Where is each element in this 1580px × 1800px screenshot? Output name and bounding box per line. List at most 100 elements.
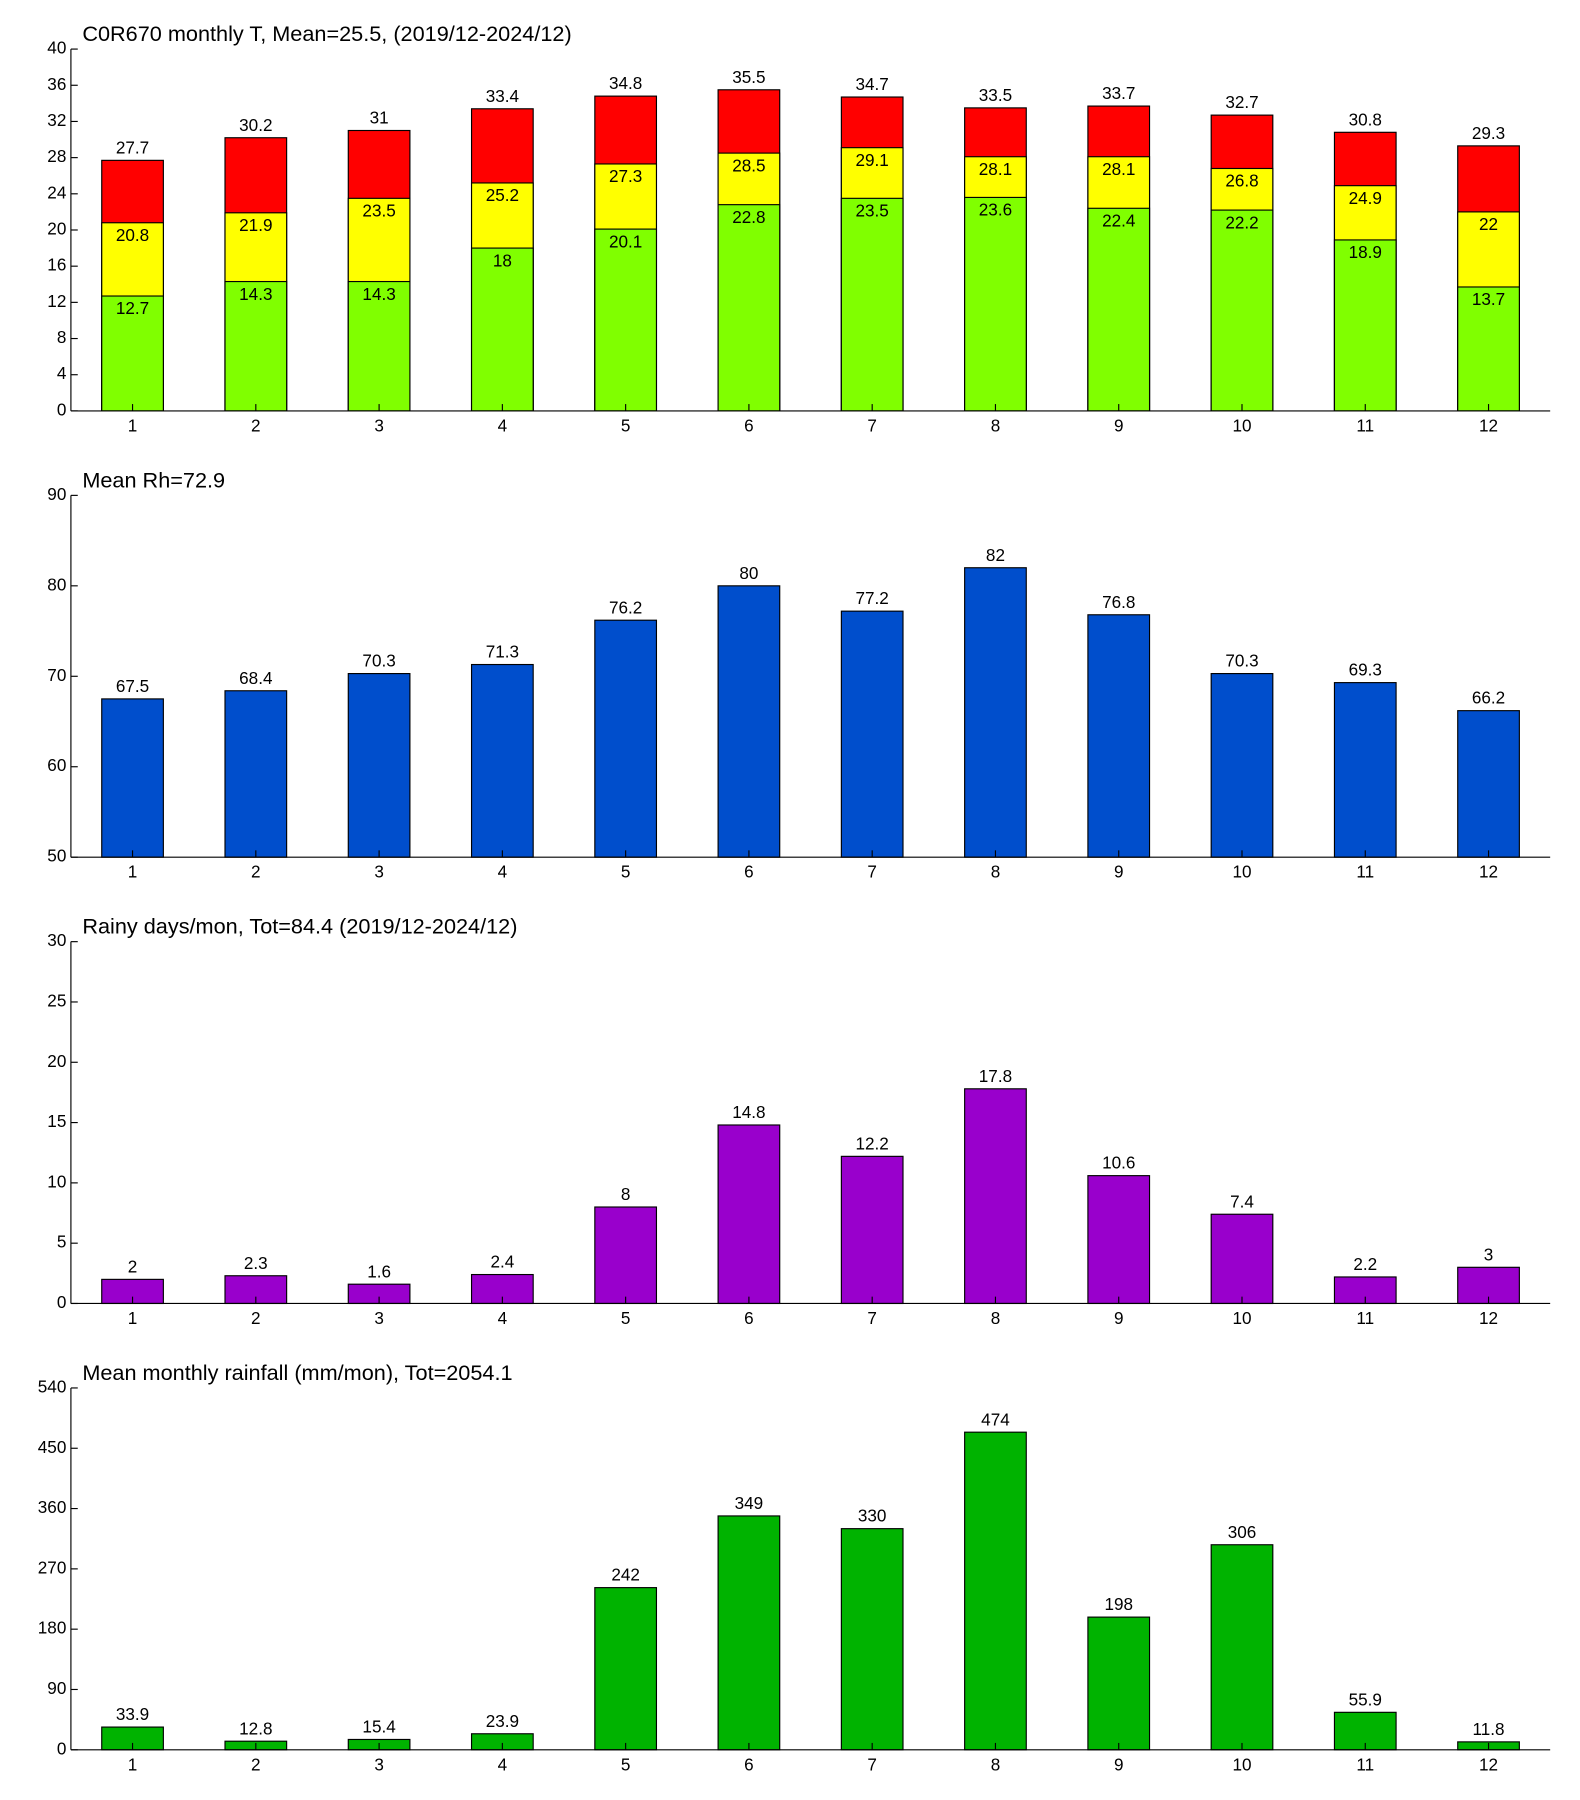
value-label: 77.2 [856,589,889,608]
bar [347,280,411,412]
x-tick-label: 8 [991,1755,1001,1774]
value-label: 25.2 [486,186,519,205]
y-tick-label: 0 [57,400,67,419]
y-tick-label: 12 [47,292,66,311]
y-tick-label: 70 [47,666,66,685]
bar [594,1206,658,1305]
x-tick-label: 4 [498,863,508,882]
x-tick-label: 11 [1356,416,1374,435]
value-label: 11.8 [1473,1720,1505,1739]
value-label: 14.8 [732,1103,765,1122]
x-tick-label: 2 [251,863,261,882]
value-label: 2.3 [244,1254,268,1273]
value-label: 22 [1479,215,1498,234]
y-tick-label: 8 [57,328,67,347]
value-label: 22.8 [732,208,765,227]
value-label: 80 [739,564,758,583]
y-tick-label: 450 [38,1438,67,1457]
value-label: 23.9 [486,1712,519,1731]
value-label: 20.1 [609,232,642,251]
x-tick-label: 10 [1232,1755,1251,1774]
value-label: 30.2 [239,116,272,135]
y-tick-label: 0 [57,1739,67,1758]
value-label: 12.8 [239,1719,272,1738]
value-label: 29.3 [1472,124,1505,143]
value-label: 22.2 [1225,213,1258,232]
bar [224,690,288,858]
value-label: 66.2 [1472,689,1505,708]
value-label: 198 [1104,1595,1133,1614]
value-label: 13.7 [1472,290,1505,309]
bar [1457,286,1520,412]
chart-title: Rainy days/mon, Tot=84.4 (2019/12-2024/1… [82,914,517,939]
bar [717,1515,781,1751]
x-tick-label: 8 [991,863,1001,882]
value-label: 7.4 [1230,1192,1254,1211]
x-tick-label: 7 [867,1309,877,1328]
x-tick-label: 4 [498,416,508,435]
value-label: 23.5 [856,202,889,221]
x-tick-label: 4 [498,1755,508,1774]
value-label: 55.9 [1349,1690,1382,1709]
value-label: 22.4 [1102,211,1136,230]
y-tick-label: 90 [47,485,66,504]
x-tick-label: 2 [251,1309,261,1328]
bar [1087,1175,1151,1305]
x-tick-label: 1 [128,416,138,435]
chart-title: Mean Rh=72.9 [82,467,225,492]
value-label: 18.9 [1349,243,1382,262]
bar [1210,1213,1274,1305]
y-tick-label: 32 [47,111,66,130]
value-label: 23.5 [362,202,395,221]
value-label: 33.4 [486,87,520,106]
value-label: 242 [611,1566,640,1585]
x-tick-label: 2 [251,1755,261,1774]
value-label: 349 [735,1494,764,1513]
bar [840,610,904,858]
value-label: 33.7 [1102,84,1135,103]
x-tick-label: 7 [867,1755,877,1774]
y-tick-label: 270 [38,1558,67,1577]
chart-title: C0R670 monthly T, Mean=25.5, (2019/12-20… [82,21,571,46]
x-tick-label: 5 [621,1309,631,1328]
x-tick-label: 9 [1114,863,1124,882]
bar [717,204,781,412]
x-tick-label: 10 [1232,1309,1251,1328]
bar [1087,1616,1151,1751]
y-tick-label: 90 [47,1679,66,1698]
y-tick-label: 540 [38,1377,67,1396]
bar [347,672,411,858]
x-tick-label: 5 [621,863,631,882]
x-tick-label: 12 [1479,863,1498,882]
value-label: 82 [986,546,1005,565]
x-tick-label: 12 [1479,416,1498,435]
y-tick-label: 0 [57,1293,67,1312]
x-tick-label: 6 [744,1309,754,1328]
value-label: 12.7 [116,299,149,318]
value-label: 14.3 [239,285,272,304]
y-tick-label: 20 [47,1052,66,1071]
x-tick-label: 10 [1232,863,1251,882]
bar [470,663,534,858]
x-tick-label: 6 [744,416,754,435]
x-tick-label: 8 [991,416,1001,435]
value-label: 1.6 [367,1262,391,1281]
value-label: 15.4 [362,1718,396,1737]
value-label: 30.8 [1349,110,1382,129]
y-tick-label: 15 [47,1112,66,1131]
bar [594,1587,658,1751]
x-tick-label: 5 [621,1755,631,1774]
value-label: 71.3 [486,643,519,662]
bar [964,1088,1027,1305]
bar [1333,239,1397,412]
bar [594,619,658,858]
value-label: 26.8 [1225,172,1258,191]
x-tick-label: 3 [374,416,384,435]
bar [594,228,658,412]
value-label: 8 [621,1185,631,1204]
value-label: 18 [493,251,512,270]
x-tick-label: 12 [1479,1309,1498,1328]
bar [840,1528,904,1751]
x-tick-label: 7 [867,863,877,882]
value-label: 29.1 [856,151,889,170]
